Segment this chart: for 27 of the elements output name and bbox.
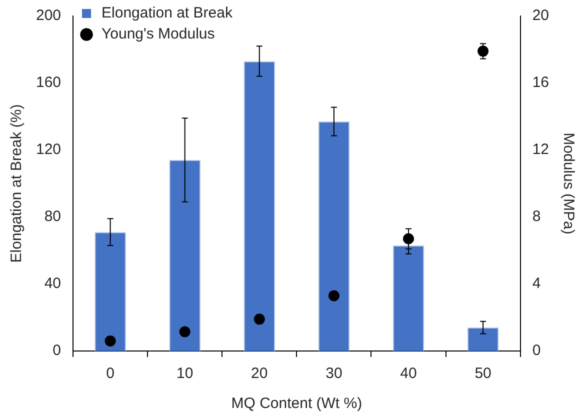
- x-tick-label: 0: [106, 365, 114, 382]
- x-tick-label: 50: [474, 365, 492, 382]
- point: [179, 326, 190, 338]
- y2-tick-label: 4: [532, 275, 541, 292]
- legend-label: Young's Modulus: [102, 26, 215, 43]
- x-tick-label: 10: [176, 365, 194, 382]
- y2-axis-title: Modulus (MPa): [560, 132, 577, 234]
- y-tick-label: 0: [52, 342, 62, 360]
- y-tick-label: 40: [44, 275, 62, 292]
- x-axis-title: MQ Content (Wt %): [231, 395, 362, 412]
- point: [254, 314, 265, 325]
- point: [328, 290, 340, 302]
- x-tick-label: 30: [326, 365, 342, 382]
- y-axis-title: Elongation at Break (%): [8, 104, 26, 263]
- y2-tick-label: 8: [532, 208, 541, 226]
- x-tick-label: 40: [400, 365, 417, 382]
- x-tick-label: 20: [251, 365, 268, 382]
- y2-tick-label: 0: [532, 342, 541, 360]
- point: [104, 335, 116, 346]
- y-tick-label: 120: [36, 141, 62, 158]
- y2-tick-label: 12: [532, 141, 550, 158]
- y2-tick-label: 20: [532, 7, 550, 24]
- y-tick-label: 80: [44, 208, 62, 226]
- y-tick-label: 200: [36, 7, 62, 24]
- legend-label: Elongation at Break: [102, 4, 233, 22]
- y2-tick-label: 16: [532, 74, 550, 92]
- y-tick-label: 160: [36, 74, 62, 92]
